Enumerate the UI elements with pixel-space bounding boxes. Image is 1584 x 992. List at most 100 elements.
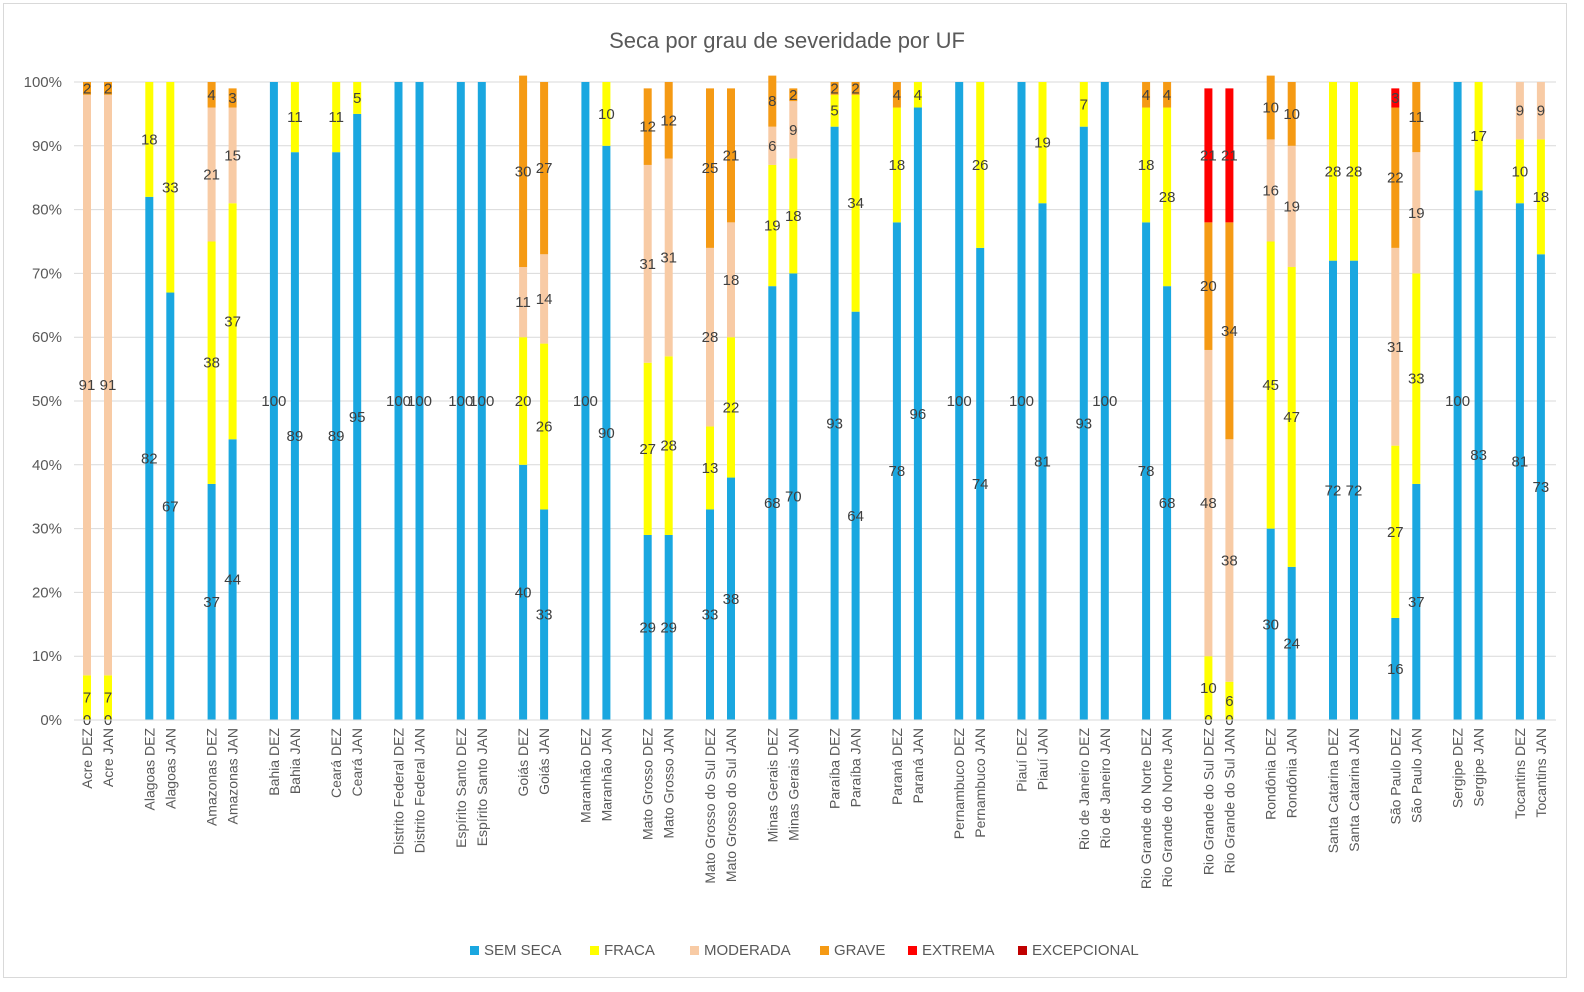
x-tick-label: Minas Gerais JAN bbox=[785, 728, 801, 841]
x-tick-label: Mato Grosso do Sul JAN bbox=[723, 728, 739, 882]
x-tick-label: Rio de Janeiro JAN bbox=[1097, 728, 1113, 849]
bar-segment bbox=[1204, 88, 1213, 223]
data-label: 22 bbox=[723, 399, 740, 416]
bar-segment bbox=[166, 82, 175, 293]
bar-segment bbox=[1266, 528, 1275, 720]
data-label: 18 bbox=[141, 131, 158, 148]
data-label: 2 bbox=[104, 80, 112, 97]
data-label: 2 bbox=[830, 80, 838, 97]
data-label: 64 bbox=[847, 508, 864, 525]
data-label: 4 bbox=[893, 87, 901, 104]
data-label: 19 bbox=[1283, 198, 1300, 215]
bar-segment bbox=[706, 426, 714, 510]
legend-item: FRACA bbox=[590, 942, 655, 959]
y-tick-label: 60% bbox=[32, 329, 62, 346]
x-tick-label: Mato Grosso do Sul DEZ bbox=[702, 728, 718, 884]
bar-segment bbox=[1474, 82, 1483, 191]
y-tick-label: 20% bbox=[32, 584, 62, 601]
x-tick-label: Alagoas JAN bbox=[162, 728, 178, 809]
data-label: 29 bbox=[639, 619, 656, 636]
bar-segment bbox=[1142, 107, 1151, 223]
bar-segment bbox=[1204, 222, 1213, 350]
x-tick-label: Maranhão JAN bbox=[598, 728, 614, 821]
data-label: 4 bbox=[207, 87, 215, 104]
legend-label: SEM SECA bbox=[484, 942, 562, 959]
data-label: 18 bbox=[889, 157, 906, 174]
data-label: 82 bbox=[141, 450, 158, 467]
y-tick-label: 50% bbox=[32, 393, 62, 410]
x-tick-label: Sergipe JAN bbox=[1471, 728, 1487, 807]
data-label: 31 bbox=[660, 249, 677, 266]
bar-segment bbox=[83, 675, 91, 720]
x-tick-label: Ceará JAN bbox=[349, 728, 365, 796]
bar-segment bbox=[1017, 82, 1026, 720]
data-label: 37 bbox=[224, 313, 241, 330]
y-tick-label: 10% bbox=[32, 648, 62, 665]
bar-segment bbox=[228, 88, 237, 108]
bar-segment bbox=[1163, 107, 1172, 287]
bar-segment bbox=[477, 82, 486, 720]
x-tick-label: Rio de Janeiro DEZ bbox=[1076, 728, 1092, 851]
data-label: 10 bbox=[1283, 106, 1300, 123]
data-label: 16 bbox=[1387, 661, 1404, 678]
bar-segment bbox=[228, 439, 237, 720]
data-label: 100 bbox=[261, 393, 286, 410]
data-label: 48 bbox=[1200, 495, 1217, 512]
bar-segment bbox=[1412, 273, 1421, 484]
bar-segment bbox=[1391, 107, 1400, 248]
legend-label: FRACA bbox=[604, 942, 655, 959]
bar-segment bbox=[1536, 139, 1545, 255]
data-label: 10 bbox=[1200, 680, 1217, 697]
bar-segment bbox=[913, 107, 922, 720]
data-label: 2 bbox=[851, 80, 859, 97]
data-label: 7 bbox=[1080, 96, 1088, 113]
x-axis: Acre DEZ Acre JAN Alagoas DEZ Alagoas JAN Am… bbox=[74, 719, 1556, 889]
data-label: 38 bbox=[1221, 553, 1238, 570]
data-label: 100 bbox=[1445, 393, 1470, 410]
bar-segment bbox=[290, 152, 299, 720]
legend-item: SEM SECA bbox=[470, 942, 562, 959]
data-label: 7 bbox=[83, 690, 91, 707]
y-tick-label: 40% bbox=[32, 457, 62, 474]
legend-label: EXCEPCIONAL bbox=[1032, 942, 1139, 959]
data-label: 28 bbox=[1159, 189, 1176, 206]
bar-segment bbox=[1329, 260, 1337, 720]
legend-item: MODERADA bbox=[690, 942, 791, 959]
x-tick-label: Rio Grande do Norte JAN bbox=[1159, 728, 1175, 888]
bar-segment bbox=[1391, 617, 1400, 720]
bar-segment bbox=[1536, 254, 1545, 720]
data-label: 28 bbox=[1346, 163, 1363, 180]
bar-segment bbox=[851, 94, 860, 312]
bar-segment bbox=[768, 164, 777, 287]
bar-segment bbox=[830, 126, 839, 720]
bar-segment bbox=[1287, 82, 1296, 146]
data-label: 91 bbox=[79, 377, 96, 394]
bar-segment bbox=[83, 82, 91, 95]
data-label: 44 bbox=[224, 572, 241, 589]
legend-swatch bbox=[590, 946, 599, 955]
data-label: 33 bbox=[1408, 371, 1425, 388]
bar-segment bbox=[789, 101, 798, 159]
data-label: 100 bbox=[407, 393, 432, 410]
bar-segment bbox=[1142, 82, 1151, 108]
bar-segment bbox=[1142, 222, 1151, 721]
legend-swatch bbox=[1018, 946, 1027, 955]
data-label: 11 bbox=[1409, 109, 1425, 126]
data-label: 95 bbox=[349, 409, 366, 426]
x-tick-label: Amazonas JAN bbox=[225, 728, 241, 824]
data-label: 9 bbox=[1537, 103, 1545, 120]
y-tick-label: 100% bbox=[24, 74, 62, 91]
data-label: 10 bbox=[598, 106, 615, 123]
x-tick-label: Pernambuco DEZ bbox=[951, 728, 967, 840]
bar-segment bbox=[1453, 82, 1462, 720]
data-label: 9 bbox=[1516, 103, 1524, 120]
bar-segment bbox=[706, 509, 714, 720]
data-label: 21 bbox=[1221, 147, 1238, 164]
bar-segment bbox=[913, 82, 922, 108]
data-label: 40 bbox=[515, 584, 532, 601]
bar-segment bbox=[1266, 75, 1275, 140]
x-tick-label: Piauí JAN bbox=[1035, 728, 1051, 790]
data-label: 72 bbox=[1346, 482, 1363, 499]
data-label: 8 bbox=[768, 93, 776, 110]
data-label: 100 bbox=[947, 393, 972, 410]
